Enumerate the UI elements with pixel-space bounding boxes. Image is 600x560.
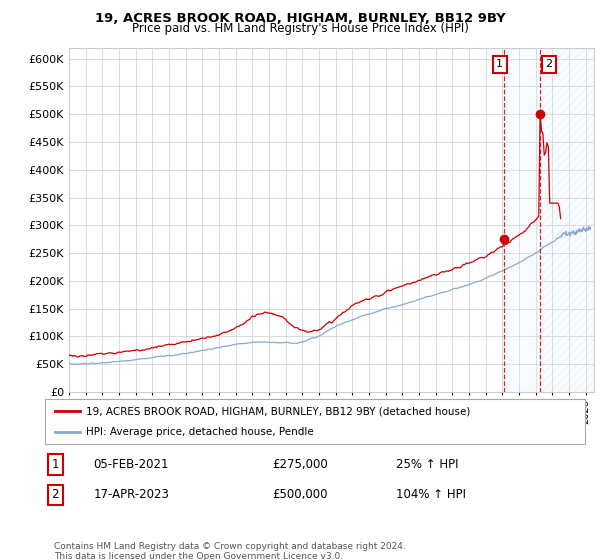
Text: 2: 2: [52, 488, 59, 501]
Text: Price paid vs. HM Land Registry's House Price Index (HPI): Price paid vs. HM Land Registry's House …: [131, 22, 469, 35]
Bar: [504, 48, 541, 392]
Text: 2: 2: [545, 59, 553, 69]
Text: 104% ↑ HPI: 104% ↑ HPI: [396, 488, 466, 501]
Text: £275,000: £275,000: [272, 458, 328, 471]
Text: Contains HM Land Registry data © Crown copyright and database right 2024.
This d: Contains HM Land Registry data © Crown c…: [54, 542, 406, 560]
Text: 25% ↑ HPI: 25% ↑ HPI: [396, 458, 458, 471]
Text: 1: 1: [496, 59, 503, 69]
Text: 19, ACRES BROOK ROAD, HIGHAM, BURNLEY, BB12 9BY: 19, ACRES BROOK ROAD, HIGHAM, BURNLEY, B…: [95, 12, 505, 25]
Text: 05-FEB-2021: 05-FEB-2021: [94, 458, 169, 471]
Text: £500,000: £500,000: [272, 488, 328, 501]
Text: HPI: Average price, detached house, Pendle: HPI: Average price, detached house, Pend…: [86, 427, 313, 437]
Bar: [541, 48, 594, 392]
Text: 19, ACRES BROOK ROAD, HIGHAM, BURNLEY, BB12 9BY (detached house): 19, ACRES BROOK ROAD, HIGHAM, BURNLEY, B…: [86, 407, 470, 417]
Text: 1: 1: [52, 458, 59, 471]
Text: 17-APR-2023: 17-APR-2023: [94, 488, 169, 501]
